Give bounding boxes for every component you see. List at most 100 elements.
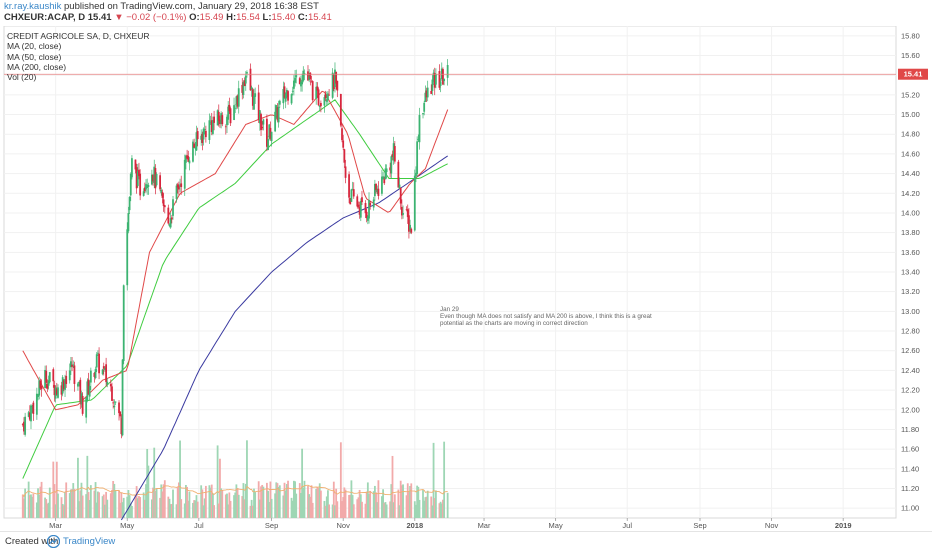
candle-body bbox=[193, 143, 196, 148]
volume-bar bbox=[192, 502, 194, 518]
legend-ma50[interactable]: MA (50, close) bbox=[7, 51, 62, 62]
volume-bar bbox=[202, 505, 205, 518]
volume-bar bbox=[138, 496, 140, 518]
price-chart[interactable]: 11.00 11.20 11.40 11.60 11.80 12.00 12.20 12.40… bbox=[0, 26, 932, 531]
time-axis[interactable]: Mar May Jul Sep Nov 2018 Mar May Jul Sep Nov 2019 bbox=[49, 518, 852, 530]
candle-body bbox=[135, 167, 138, 189]
candle-body bbox=[175, 185, 178, 199]
volume-bar bbox=[102, 494, 105, 518]
candle-body bbox=[327, 93, 329, 100]
volume-bar bbox=[21, 494, 24, 518]
candle-body bbox=[235, 96, 238, 105]
volume-bar bbox=[227, 504, 230, 518]
volume-bar bbox=[416, 485, 419, 518]
candle-body bbox=[179, 184, 181, 187]
candle-body bbox=[375, 183, 377, 191]
volume-bar bbox=[73, 488, 76, 518]
candle-body bbox=[253, 95, 255, 110]
legend-ma20[interactable]: MA (20, close) bbox=[7, 41, 62, 52]
candle-body bbox=[31, 406, 34, 407]
footer: Created with TradingView bbox=[0, 531, 932, 551]
candle-body bbox=[96, 352, 99, 354]
volume-bar bbox=[331, 504, 334, 518]
y-tick-label: 12.80 bbox=[901, 327, 920, 336]
y-tick-label: 11.60 bbox=[901, 445, 919, 454]
legend-ma200[interactable]: MA (200, close) bbox=[7, 61, 67, 72]
volume-bar bbox=[373, 485, 376, 518]
volume-bar bbox=[257, 481, 260, 518]
tradingview-brand[interactable]: TradingView bbox=[63, 536, 116, 547]
tradingview-logo-icon[interactable] bbox=[47, 535, 60, 548]
volume-bar bbox=[413, 501, 416, 518]
candle-body bbox=[183, 159, 186, 189]
legend-vol[interactable]: Vol (20) bbox=[7, 72, 37, 83]
volume-bar bbox=[106, 499, 109, 518]
volume-bar bbox=[32, 493, 35, 518]
volume-bar bbox=[201, 489, 204, 518]
candle-body bbox=[284, 93, 287, 102]
candle-body bbox=[40, 386, 43, 390]
candle-body bbox=[177, 186, 180, 190]
candle-body bbox=[291, 90, 294, 92]
candle-body bbox=[194, 147, 197, 149]
volume-bar bbox=[287, 480, 289, 518]
candle-body bbox=[368, 199, 370, 219]
volume-bar bbox=[234, 492, 237, 518]
candle-body bbox=[129, 173, 132, 196]
volume-bar bbox=[302, 487, 305, 518]
candle-body bbox=[54, 387, 57, 399]
volume-bar bbox=[163, 480, 166, 518]
volume-bar bbox=[159, 497, 161, 518]
annotation[interactable]: Jan 29 Even though MA does not satisfy a… bbox=[440, 306, 652, 327]
y-tick-label: 14.20 bbox=[901, 189, 920, 198]
candle-body bbox=[400, 206, 403, 216]
author-link[interactable]: kr.ray.kaushik bbox=[4, 1, 62, 12]
indicator-legend: CREDIT AGRICOLE SA, D, CHXEUR MA (20, cl… bbox=[7, 31, 149, 82]
candle-body bbox=[409, 224, 411, 230]
volume-bar bbox=[392, 502, 395, 518]
candle-body bbox=[303, 73, 306, 74]
candle-body bbox=[187, 156, 190, 162]
y-tick-label: 11.80 bbox=[901, 425, 919, 434]
volume-bar bbox=[356, 499, 359, 518]
volume-bar bbox=[275, 482, 278, 518]
candle-body bbox=[169, 218, 172, 228]
candle-body bbox=[250, 87, 253, 90]
candle-body bbox=[311, 81, 314, 101]
volume-bar bbox=[251, 505, 254, 518]
volume-bar bbox=[177, 482, 180, 518]
candle-body bbox=[85, 397, 88, 418]
candle-body bbox=[276, 107, 279, 121]
candle-body bbox=[192, 141, 194, 162]
volume-bar bbox=[410, 483, 413, 518]
candle-body bbox=[216, 110, 219, 126]
volume-bar bbox=[60, 497, 63, 518]
candle-body bbox=[229, 108, 232, 124]
candle-body bbox=[423, 102, 426, 112]
volume-bar bbox=[162, 484, 165, 518]
volume-bar bbox=[358, 489, 361, 518]
candle-body bbox=[21, 424, 24, 425]
volume-bar bbox=[224, 494, 227, 518]
volume-bar bbox=[294, 481, 296, 518]
candle-body bbox=[416, 141, 419, 175]
candle-body bbox=[111, 386, 113, 401]
candle-body bbox=[47, 380, 50, 386]
created-with-label: Created with bbox=[5, 536, 59, 547]
volume-bar bbox=[349, 494, 352, 518]
low-label: L: bbox=[262, 12, 272, 23]
volume-bar bbox=[327, 490, 329, 518]
candle-body bbox=[293, 80, 295, 89]
volume-bar bbox=[318, 483, 321, 518]
volume-bar bbox=[351, 495, 354, 518]
volume-bar bbox=[195, 495, 198, 518]
high-label: H: bbox=[226, 12, 237, 23]
candle-body bbox=[352, 189, 355, 197]
volume-bar bbox=[54, 504, 57, 518]
candle-body bbox=[188, 160, 191, 164]
price-axis[interactable]: 11.00 11.20 11.40 11.60 11.80 12.00 12.20 12.40… bbox=[901, 31, 920, 512]
y-tick-label: 11.00 bbox=[901, 504, 919, 513]
candle-body bbox=[118, 402, 120, 414]
volume-bar bbox=[402, 484, 404, 518]
volume-bar bbox=[301, 448, 304, 518]
